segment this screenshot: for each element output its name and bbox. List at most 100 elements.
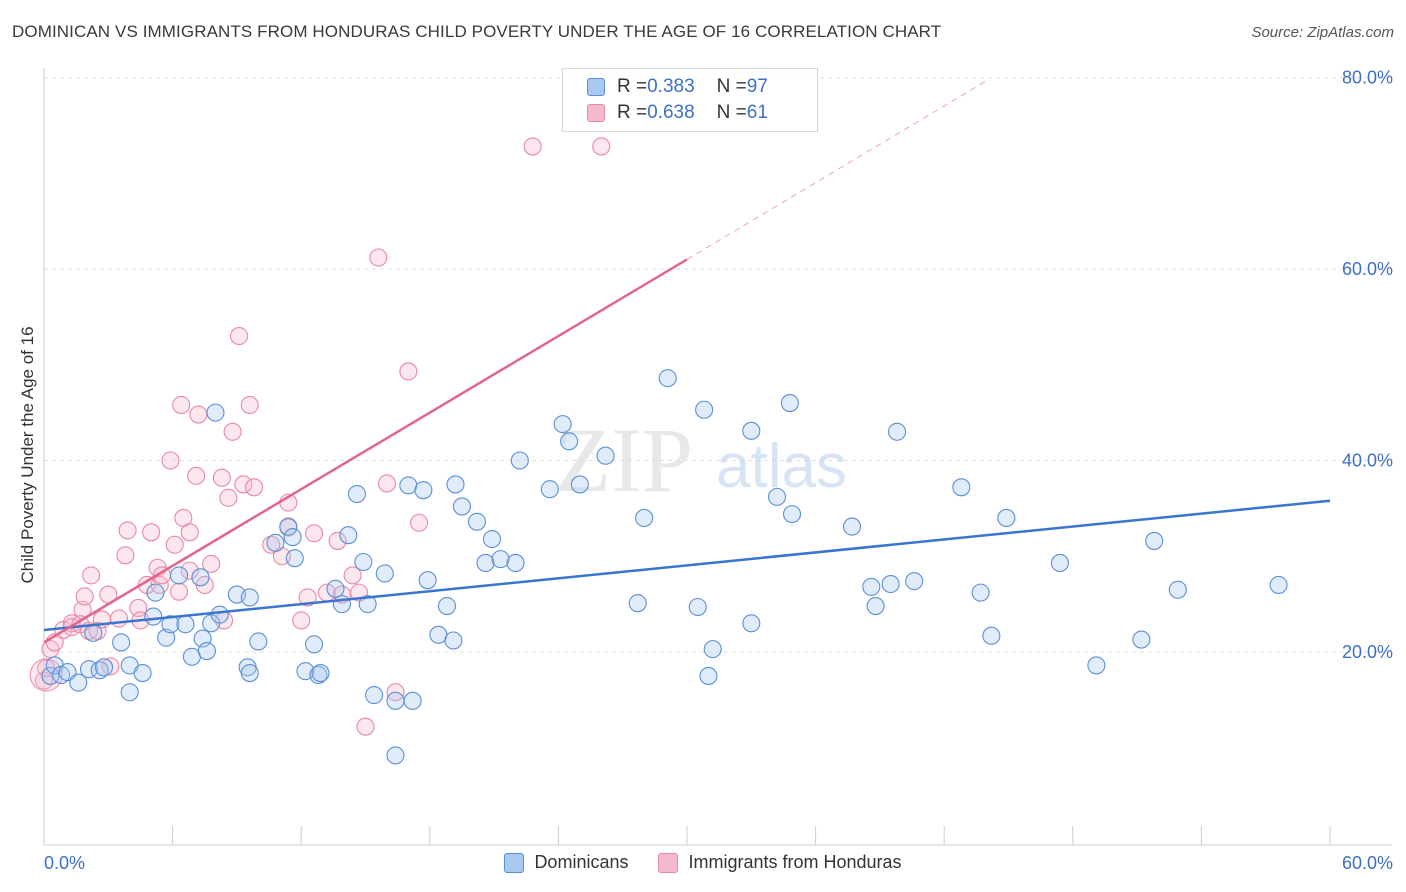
data-point-dominicans <box>375 564 394 583</box>
data-point-dominicans <box>279 517 298 536</box>
data-point-dominicans <box>482 529 502 549</box>
data-point-dominicans <box>332 595 351 614</box>
data-point-dominicans <box>283 528 302 547</box>
data-point-dominicans <box>240 588 259 607</box>
data-point-dominicans <box>206 403 225 422</box>
data-point-dominicans <box>1087 656 1106 675</box>
data-point-dominicans <box>905 572 924 591</box>
data-point-dominicans <box>120 683 139 702</box>
data-point-honduras <box>165 535 184 554</box>
data-point-dominicans <box>467 512 487 531</box>
data-point-dominicans <box>452 497 472 516</box>
data-point-honduras <box>116 546 135 565</box>
data-point-dominicans <box>339 526 358 545</box>
data-point-honduras <box>229 326 249 346</box>
stats-legend-row-pink: R = 0.638 N = 61 <box>587 101 768 125</box>
data-point-honduras <box>399 362 418 381</box>
data-point-dominicans <box>161 615 180 634</box>
data-point-dominicans <box>399 476 418 495</box>
data-point-dominicans <box>210 605 229 624</box>
data-point-honduras <box>180 561 199 580</box>
data-point-dominicans <box>446 475 465 494</box>
data-point-dominicans <box>326 579 345 598</box>
legend-item-dominicans: Dominicans <box>504 852 628 873</box>
trend-line-dominicans <box>43 499 1331 632</box>
data-point-dominicans <box>596 446 615 465</box>
data-point-dominicans <box>1132 630 1151 649</box>
trend-line-honduras <box>43 258 688 644</box>
stats-legend-row-blue: R = 0.383 N = 97 <box>587 75 768 99</box>
data-point-dominicans <box>570 475 589 494</box>
data-point-dominicans <box>169 566 189 585</box>
data-point-dominicans <box>767 487 787 506</box>
data-point-honduras <box>377 474 396 493</box>
blue-swatch <box>587 78 605 96</box>
watermark-zip: ZIP <box>555 409 693 511</box>
data-point-dominicans <box>429 625 448 644</box>
data-point-dominicans <box>112 633 131 652</box>
data-point-dominicans <box>347 484 366 504</box>
data-point-honduras-large <box>29 658 63 692</box>
chart-title: DOMINICAN VS IMMIGRANTS FROM HONDURAS CH… <box>12 22 942 41</box>
data-point-dominicans <box>842 517 862 536</box>
data-point-dominicans <box>688 597 707 617</box>
data-point-dominicans <box>365 686 384 705</box>
data-point-dominicans <box>491 550 510 569</box>
data-point-dominicans <box>1168 580 1187 599</box>
data-point-honduras <box>172 395 191 415</box>
source-label: Source: ZipAtlas.com <box>1251 24 1394 41</box>
data-point-dominicans <box>510 451 529 470</box>
data-point-dominicans <box>240 664 259 683</box>
data-point-honduras <box>356 717 375 736</box>
data-point-honduras <box>328 531 347 550</box>
data-point-dominicans <box>418 571 437 590</box>
data-point-honduras <box>410 513 429 532</box>
data-point-dominicans <box>866 596 885 616</box>
data-point-honduras <box>298 588 317 607</box>
data-point-dominicans <box>84 623 103 642</box>
blue-swatch <box>504 852 525 873</box>
r-value: 0.638 <box>647 102 695 123</box>
data-point-dominicans <box>386 746 405 765</box>
data-point-dominicans <box>862 577 881 596</box>
data-point-dominicans <box>437 596 456 616</box>
data-point-honduras <box>202 554 221 573</box>
data-point-dominicans <box>146 583 165 602</box>
data-point-dominicans <box>887 422 907 441</box>
data-point-dominicans <box>780 393 799 413</box>
axes <box>43 68 1392 846</box>
data-point-honduras <box>292 611 311 630</box>
data-point-honduras <box>223 422 242 441</box>
r-value: 0.383 <box>647 76 695 97</box>
data-point-honduras <box>189 405 208 424</box>
data-point-dominicans <box>952 478 971 497</box>
data-point-dominicans <box>742 614 761 633</box>
y-tick-label: 40.0% <box>1342 451 1393 471</box>
data-point-dominicans <box>403 691 422 710</box>
grid-lines <box>44 77 1392 653</box>
data-point-dominicans <box>506 553 525 573</box>
stats-legend: R = 0.383 N = 97 R = 0.638 N = 61 <box>562 68 818 132</box>
data-point-dominicans <box>285 549 304 568</box>
y-axis-label: Child Poverty Under the Age of 16 <box>18 326 37 584</box>
n-label: N = <box>716 102 747 123</box>
trend-line-honduras-extension <box>686 79 988 260</box>
blue-series-points <box>41 369 1288 765</box>
data-point-dominicans <box>157 628 176 647</box>
data-point-dominicans <box>695 400 714 419</box>
x-tick-label: 0.0% <box>44 853 85 873</box>
pink-swatch <box>587 104 605 122</box>
trend-lines <box>43 79 1331 644</box>
data-point-honduras <box>142 523 161 542</box>
data-point-dominicans <box>782 505 802 524</box>
r-label: R = <box>617 102 648 123</box>
data-point-dominicans <box>182 647 201 666</box>
legend-item-honduras: Immigrants from Honduras <box>658 852 902 873</box>
x-tick-label: 60.0% <box>1342 853 1393 873</box>
data-point-honduras <box>101 657 120 676</box>
data-point-dominicans <box>414 481 433 500</box>
r-label: R = <box>617 76 648 97</box>
data-point-dominicans <box>311 664 330 683</box>
data-point-dominicans <box>1269 575 1288 595</box>
